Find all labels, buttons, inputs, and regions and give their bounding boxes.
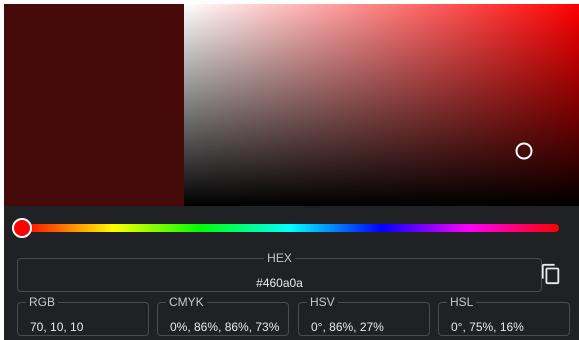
hue-slider[interactable] [12,218,559,238]
hex-value[interactable]: #460a0a [256,276,303,290]
rgb-label: RGB [29,295,56,309]
hsv-value[interactable]: 0°, 86%, 27% [311,320,384,334]
rgb-value[interactable]: 70, 10, 10 [30,320,84,334]
saturation-value-cursor[interactable] [515,142,533,160]
cmyk-label: CMYK [169,295,204,309]
cmyk-field[interactable]: CMYK 0%, 86%, 86%, 73% [157,296,289,336]
hue-slider-thumb[interactable] [12,218,32,238]
hsv-field[interactable]: HSV 0°, 86%, 27% [298,296,430,336]
hex-field[interactable]: HEX #460a0a [17,252,542,292]
value-gradient [184,4,579,206]
copy-button[interactable] [540,263,562,285]
color-preview-swatch [4,4,184,206]
rgb-field[interactable]: RGB 70, 10, 10 [17,296,149,336]
hsl-label: HSL [450,295,474,309]
hsl-field[interactable]: HSL 0°, 75%, 16% [438,296,570,336]
cmyk-value[interactable]: 0%, 86%, 86%, 73% [170,320,280,334]
saturation-value-area[interactable] [184,4,579,206]
copy-icon [541,263,560,285]
hsl-value[interactable]: 0°, 75%, 16% [451,320,524,334]
hex-label: HEX [267,251,292,265]
hsv-label: HSV [310,295,335,309]
color-picker: HEX #460a0a RGB 70, 10, 10 CMYK 0%, 86%,… [4,4,579,340]
